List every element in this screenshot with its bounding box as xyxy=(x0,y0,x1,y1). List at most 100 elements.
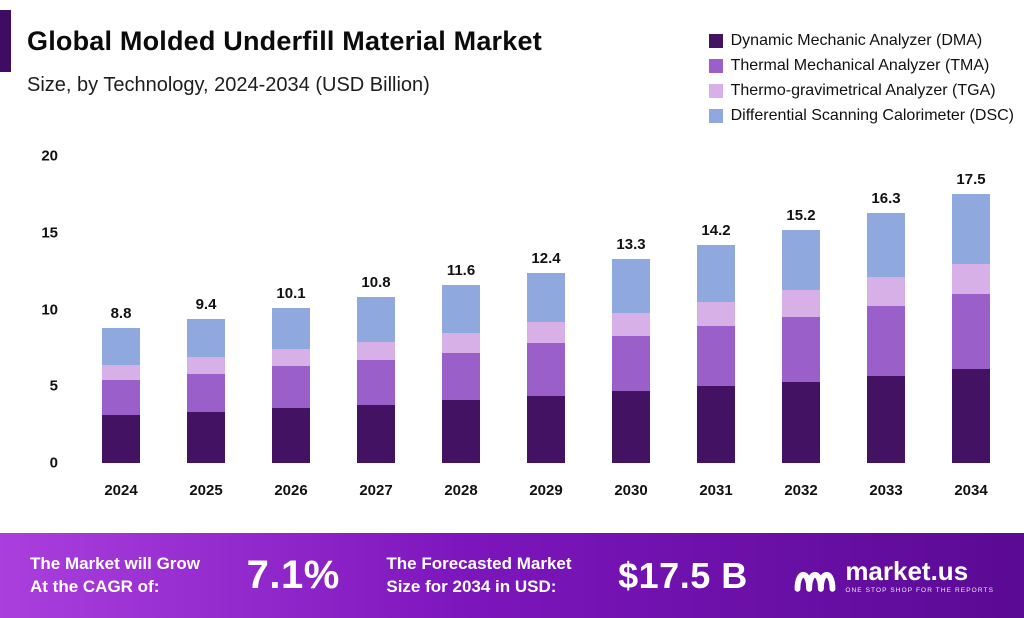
x-axis-label: 2028 xyxy=(444,482,478,499)
bar-segment xyxy=(442,332,480,353)
legend-swatch xyxy=(708,84,723,98)
legend-item: Thermal Mechanical Analyzer (TMA) xyxy=(708,57,1014,75)
bar-stack xyxy=(697,244,735,463)
bar-column: 10.8 2027 xyxy=(345,274,407,499)
bar-segment xyxy=(867,277,905,307)
bar-column: 16.3 2033 xyxy=(855,189,917,499)
bar-segment xyxy=(782,289,820,318)
bar-segment xyxy=(782,317,820,382)
bar-segment xyxy=(187,357,225,374)
bar-stack xyxy=(952,194,990,463)
bar-stack xyxy=(442,284,480,463)
bar-total-label: 10.1 xyxy=(276,285,306,303)
legend-item: Dynamic Mechanic Analyzer (DMA) xyxy=(708,32,1014,50)
bar-column: 17.5 2034 xyxy=(940,171,1002,499)
bar-segment xyxy=(697,244,735,302)
bar-segment xyxy=(952,194,990,264)
bar-segment xyxy=(612,390,650,463)
bar-segment xyxy=(527,272,565,322)
bar-segment xyxy=(357,341,395,361)
footer-forecast-label-line1: The Forecasted Market xyxy=(386,553,572,573)
x-axis-label: 2034 xyxy=(954,482,988,499)
bar-segment xyxy=(357,404,395,463)
x-axis-label: 2033 xyxy=(869,482,903,499)
cagr-value: 7.1% xyxy=(246,553,340,597)
legend-swatch xyxy=(708,34,723,48)
bar-segment xyxy=(442,400,480,463)
bar-total-label: 14.2 xyxy=(701,221,731,239)
x-axis-label: 2027 xyxy=(359,482,393,499)
bar-total-label: 15.2 xyxy=(786,206,816,224)
brand-tagline: ONE STOP SHOP FOR THE REPORTS xyxy=(845,586,994,594)
footer-forecast-label: The Forecasted Market Size for 2034 in U… xyxy=(386,553,571,599)
brand-logo: market.us ONE STOP SHOP FOR THE REPORTS xyxy=(794,558,994,594)
bar-total-label: 13.3 xyxy=(616,235,646,253)
bar-column: 15.2 2032 xyxy=(770,206,832,499)
bar-segment xyxy=(612,312,650,336)
bar-segment xyxy=(102,364,140,381)
bar-column: 8.8 2024 xyxy=(90,305,152,499)
y-axis-tick: 10 xyxy=(41,301,58,318)
bar-segment xyxy=(442,284,480,333)
bar-stack xyxy=(867,212,905,463)
bar-stack xyxy=(612,258,650,463)
legend-swatch xyxy=(708,59,723,73)
bar-total-label: 16.3 xyxy=(871,189,901,207)
x-axis-label: 2026 xyxy=(274,482,308,499)
bar-total-label: 17.5 xyxy=(956,171,986,189)
bar-segment xyxy=(272,366,310,408)
bar-total-label: 8.8 xyxy=(110,305,132,323)
bar-stack xyxy=(527,272,565,463)
title-accent-bar xyxy=(0,10,11,72)
chart-title: Global Molded Underfill Material Market xyxy=(27,26,542,56)
bar-segment xyxy=(102,380,140,416)
bar-total-label: 12.4 xyxy=(531,249,561,267)
bar-segment xyxy=(952,294,990,370)
bar-segment xyxy=(952,369,990,463)
forecast-value: $17.5 B xyxy=(618,554,748,596)
x-axis-label: 2024 xyxy=(104,482,138,499)
plot-area: 8.8 2024 9.4 2025 10.1 2026 10.8 2027 11.6 2028 12… xyxy=(90,156,1002,499)
bar-stack xyxy=(102,328,140,463)
y-axis: 0 5 10 15 20 xyxy=(0,148,78,472)
x-axis-label: 2031 xyxy=(699,482,733,499)
bar-segment xyxy=(187,318,225,358)
bar-segment xyxy=(102,415,140,463)
bar-segment xyxy=(527,395,565,463)
legend-item: Thermo-gravimetrical Analyzer (TGA) xyxy=(708,82,1014,100)
bar-segment xyxy=(102,328,140,365)
bar-stack xyxy=(272,308,310,463)
bar-segment xyxy=(527,343,565,396)
bar-column: 10.1 2026 xyxy=(260,285,322,499)
marketus-logo-icon xyxy=(794,571,836,592)
legend: Dynamic Mechanic Analyzer (DMA) Thermal M… xyxy=(708,32,1014,125)
bar-segment xyxy=(357,297,395,342)
bar-segment xyxy=(187,373,225,413)
bar-stack xyxy=(782,229,820,463)
bar-segment xyxy=(272,407,310,463)
bar-segment xyxy=(612,335,650,391)
bar-total-label: 10.8 xyxy=(361,274,391,292)
bar-total-label: 11.6 xyxy=(446,261,476,279)
bar-segment xyxy=(697,326,735,387)
bar-column: 13.3 2030 xyxy=(600,235,662,499)
y-axis-tick: 5 xyxy=(49,377,58,395)
bar-segment xyxy=(272,349,310,367)
bar-segment xyxy=(357,360,395,405)
bar-column: 14.2 2031 xyxy=(685,221,747,499)
footer-cagr-label-line2: At the CAGR of: xyxy=(30,576,160,596)
footer-banner: The Market will Grow At the CAGR of: 7.1… xyxy=(0,533,1024,618)
bar-segment xyxy=(697,386,735,463)
bars: 8.8 2024 9.4 2025 10.1 2026 10.8 2027 11.6 2028 12… xyxy=(90,156,1002,499)
bar-segment xyxy=(697,301,735,327)
legend-label: Differential Scanning Calorimeter (DSC) xyxy=(730,107,1014,124)
y-axis-tick: 0 xyxy=(49,454,58,472)
brand-name: market.us xyxy=(845,555,969,586)
bar-segment xyxy=(187,412,225,463)
y-axis-tick: 20 xyxy=(41,147,58,165)
legend-label: Thermo-gravimetrical Analyzer (TGA) xyxy=(730,82,996,99)
x-axis-label: 2030 xyxy=(614,482,648,499)
bar-segment xyxy=(867,306,905,376)
x-axis-label: 2029 xyxy=(529,482,563,499)
